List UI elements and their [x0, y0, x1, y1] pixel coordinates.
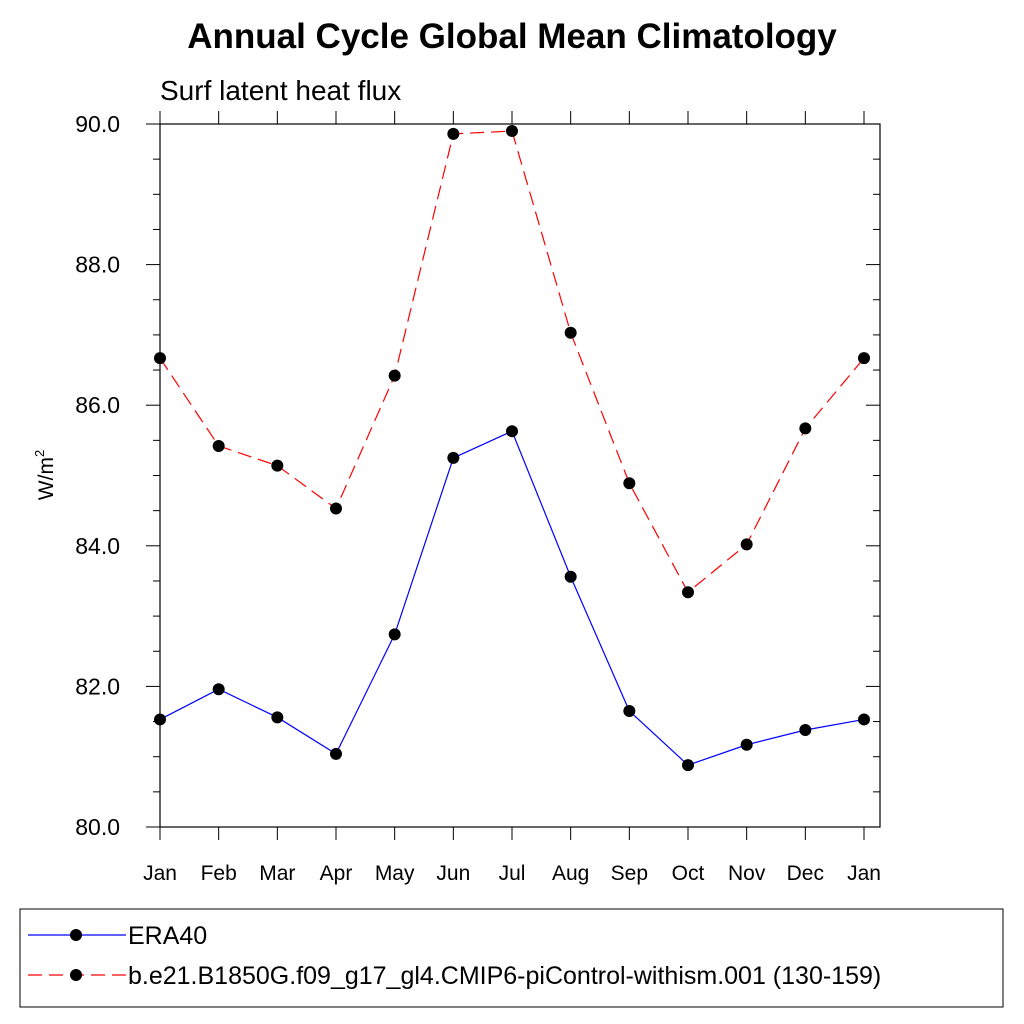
x-tick-label: Oct [672, 862, 705, 885]
y-axis-label-superscript: 2 [32, 450, 47, 457]
series-2-point [740, 538, 753, 551]
series-1-point [388, 628, 401, 641]
legend-label-1: ERA40 [128, 922, 207, 950]
x-tick-label: Apr [320, 862, 353, 885]
series-1-point [212, 683, 225, 696]
series-1-point [623, 705, 636, 718]
series-2-point [447, 127, 460, 140]
plot-frame [159, 123, 881, 828]
series-2-point [858, 352, 870, 365]
series-2-line [159, 130, 865, 594]
series-2-point [154, 352, 166, 365]
series-1-point [564, 570, 577, 583]
y-tick-label: 90.0 [75, 111, 120, 137]
series-2-point [799, 422, 812, 435]
legend-box [19, 908, 1004, 1008]
series-2-point [330, 502, 342, 515]
x-tick-label: Jul [499, 862, 526, 885]
x-tick-label: Mar [259, 862, 295, 885]
series-2-point [682, 586, 694, 599]
series-2-point [212, 439, 225, 452]
series-2-point [271, 459, 284, 472]
series-1-point [271, 711, 284, 724]
x-tick-labels: Jan Feb Mar Apr May Jun Jul Aug Sep Oct Nov Dec Jan [143, 862, 881, 885]
legend-marker-1 [70, 929, 82, 941]
x-tick-label: Sep [611, 862, 648, 885]
series-1 [154, 425, 870, 772]
series-1-point [799, 723, 812, 736]
x-tick-label: Jun [436, 862, 470, 885]
x-tick-label: May [375, 862, 415, 885]
x-tick-label: Feb [201, 862, 237, 885]
plot-axes [146, 111, 881, 840]
legend-label-2: b.e21.B1850G.f09_g17_gl4.CMIP6-piControl… [128, 962, 881, 990]
series-1-line [159, 430, 865, 766]
y-tick-label: 80.0 [75, 814, 120, 840]
legend: ERA40 b.e21.B1850G.f09_g17_gl4.CMIP6-piCo… [19, 908, 1004, 1008]
series-layer [154, 125, 870, 772]
y-tick-label: 88.0 [75, 252, 120, 278]
y-axis-label-unit: W/m [35, 457, 58, 500]
y-tick-label: 84.0 [75, 533, 120, 559]
series-2-point [506, 125, 518, 138]
chart-title: Annual Cycle Global Mean Climatology [187, 17, 837, 56]
series-1-point [740, 738, 753, 751]
series-2-point [623, 477, 636, 490]
y-tick-label: 82.0 [75, 673, 120, 699]
series-2-point [388, 369, 401, 382]
series-2 [154, 125, 870, 599]
x-tick-label: Nov [728, 862, 766, 885]
series-2-point [564, 326, 577, 339]
chart-subtitle: Surf latent heat flux [160, 75, 401, 106]
y-tick-labels: 80.0 82.0 84.0 86.0 88.0 90.0 [75, 111, 120, 840]
series-1-point [154, 713, 166, 726]
series-1-point [682, 759, 694, 772]
x-tick-label: Dec [787, 862, 824, 885]
y-tick-label: 86.0 [75, 392, 120, 418]
x-tick-label: Jan [143, 862, 177, 885]
series-1-point [506, 425, 518, 438]
series-1-point [858, 713, 870, 726]
x-tick-label: Jan [847, 862, 881, 885]
series-1-point [447, 451, 460, 464]
x-tick-label: Aug [552, 862, 589, 885]
series-1-point [330, 747, 342, 760]
y-axis-label: W/m2 [32, 450, 58, 500]
legend-marker-2 [70, 969, 82, 981]
